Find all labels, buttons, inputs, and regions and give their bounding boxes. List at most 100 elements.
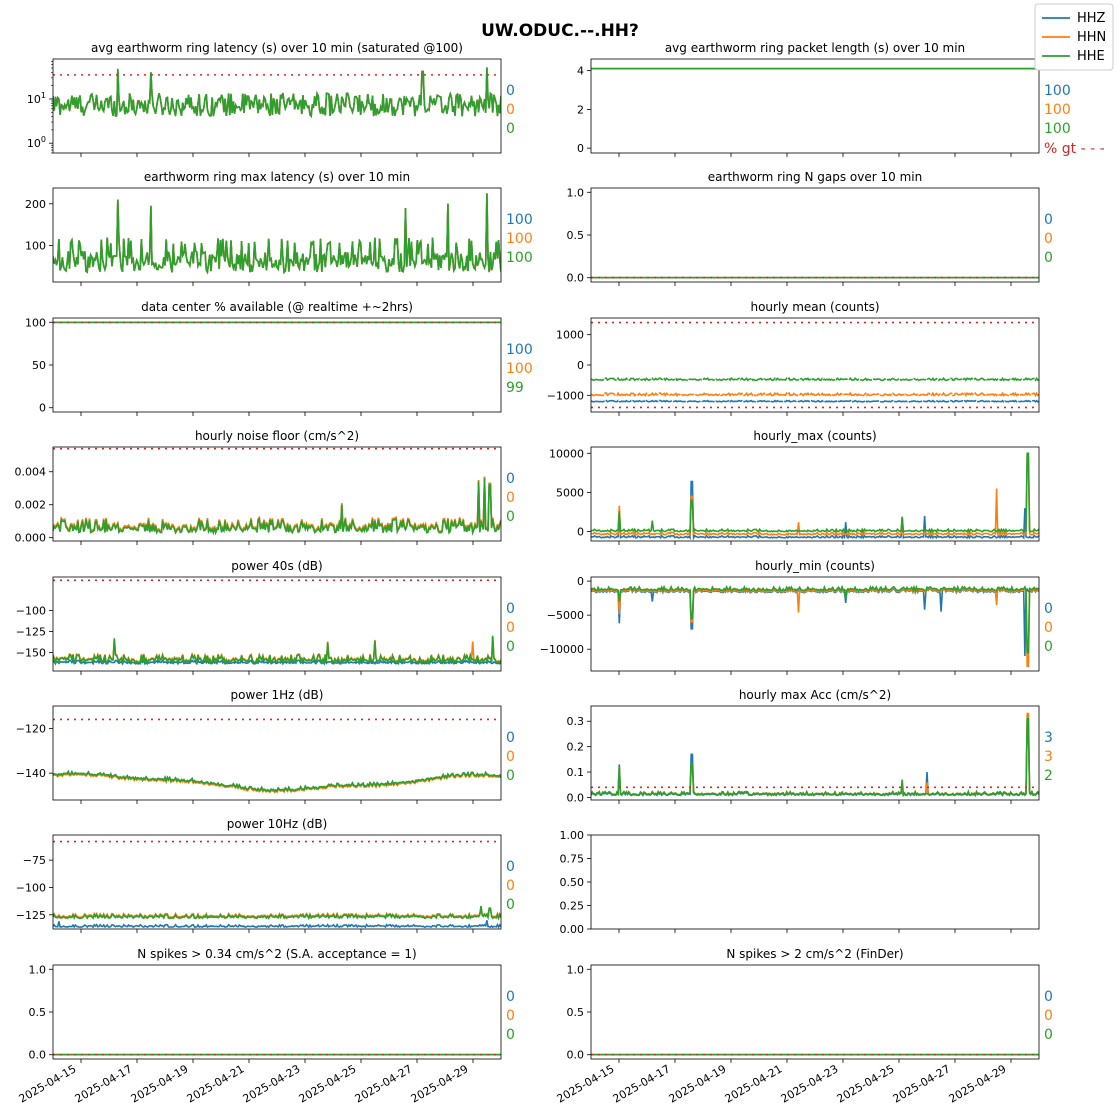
y-tick-label: −10000 <box>540 643 584 656</box>
pct-label-hhz: 0 <box>1044 601 1053 617</box>
panel-title: hourly_max (counts) <box>753 429 876 443</box>
figure-title: UW.ODUC.--.HH? <box>481 21 639 41</box>
y-tick-label: 1.00 <box>560 829 585 842</box>
panel-title: data center % available (@ realtime +~2h… <box>141 300 413 314</box>
series-group <box>591 584 1039 667</box>
pct-label-hhn: 0 <box>506 749 515 765</box>
panel-14: 0.00 0.25 0.50 0.75 1.00 <box>560 829 1040 936</box>
panel-title: N spikes > 0.34 cm/s^2 (S.A. acceptance … <box>137 947 416 961</box>
panel-title: hourly mean (counts) <box>750 300 879 314</box>
panel-title: earthworm ring max latency (s) over 10 m… <box>144 170 410 184</box>
pct-label-hhe: 0 <box>1044 639 1053 655</box>
panel-title: power 1Hz (dB) <box>231 688 324 702</box>
y-tick-label: 1.0 <box>567 963 585 976</box>
pct-label-hhz: 0 <box>1044 989 1053 1005</box>
series-line-hhn <box>591 585 1039 667</box>
y-tick-label: 0.002 <box>15 499 47 512</box>
y-tick-label: −140 <box>16 767 46 780</box>
y-tick-label: 100 <box>25 316 46 329</box>
plot-frame <box>52 446 502 542</box>
panel-title: earthworm ring N gaps over 10 min <box>708 170 922 184</box>
legend-box <box>1034 3 1114 71</box>
y-tick-label: 0 <box>577 142 584 155</box>
y-tick-label: 5000 <box>556 486 584 499</box>
legend-label-hhz: HHZ <box>1077 11 1106 26</box>
y-tick-label: −100 <box>16 881 46 894</box>
pct-label-hhe: 100 <box>1044 121 1071 137</box>
series-line-hhe <box>53 67 501 119</box>
panel-5: data center % available (@ realtime +~2h… <box>25 300 533 416</box>
y-tick-label: 0.1 <box>567 766 585 779</box>
series-group <box>591 712 1039 798</box>
y-tick-label: 4 <box>577 65 584 78</box>
y-tick-label: 0.75 <box>560 853 585 866</box>
y-tick-label: 1.0 <box>567 186 585 199</box>
plot-frame <box>52 187 502 283</box>
series-group <box>53 635 501 667</box>
y-tick-label: −125 <box>16 626 46 639</box>
panel-title: avg earthworm ring latency (s) over 10 m… <box>91 41 463 55</box>
y-tick-label: 50 <box>32 359 46 372</box>
series-line-hhe <box>53 635 501 667</box>
y-tick-label: 0.2 <box>567 741 585 754</box>
series-line-hhe <box>591 584 1039 654</box>
pct-label-hhz: 100 <box>506 212 533 228</box>
plot-frame <box>52 705 502 801</box>
pct-label-hhn: 0 <box>506 620 515 636</box>
y-tick-label: 0.50 <box>560 876 585 889</box>
pct-label-hhn: 0 <box>1044 231 1053 247</box>
series-line-hhn <box>591 456 1039 538</box>
panel-11: power 1Hz (dB) −140 −120 0 0 0 <box>16 688 515 804</box>
series-group <box>53 67 501 119</box>
y-tick-label: 10000 <box>549 447 584 460</box>
series-line-hhe <box>53 769 501 793</box>
pct-label-hhe: 2 <box>1044 768 1053 784</box>
series-line-hhe <box>53 193 501 275</box>
panel-8: hourly_max (counts) 0 5000 10000 <box>549 429 1040 545</box>
y-tick-label: 0.0 <box>567 272 585 285</box>
series-line-hhe <box>53 905 501 921</box>
y-tick-label: 0.5 <box>567 1006 585 1019</box>
panel-title: hourly max Acc (cm/s^2) <box>739 688 891 702</box>
panel-10: hourly_min (counts) −10000 −5000 0 0 0 0 <box>540 559 1053 675</box>
pct-label-hhe: 0 <box>506 639 515 655</box>
y-tick-label: 0.5 <box>567 229 585 242</box>
legend-label-hhe: HHE <box>1077 49 1105 64</box>
series-group <box>591 376 1039 403</box>
panel-title: power 10Hz (dB) <box>227 817 328 831</box>
series-line-hhe <box>53 478 501 536</box>
y-tick-label: 1000 <box>556 329 584 342</box>
y-tick-label: 200 <box>25 198 46 211</box>
y-tick-label: 100 <box>27 135 46 150</box>
series-line-hhn <box>591 391 1039 398</box>
pct-label-hhz: 0 <box>506 859 515 875</box>
panel-title: avg earthworm ring packet length (s) ove… <box>665 41 965 55</box>
series-line-hhz <box>591 399 1039 403</box>
pct-label-hhe: 0 <box>506 509 515 525</box>
plot-frame <box>590 705 1040 801</box>
panel-9: power 40s (dB) −150 −125 −100 0 0 0 <box>16 559 515 675</box>
pct-label-hhe: 100 <box>506 250 533 266</box>
pct-label-hhe: 0 <box>506 121 515 137</box>
plot-frame <box>590 446 1040 542</box>
series-line-hhz <box>591 480 1039 541</box>
pct-label-hhn: 100 <box>506 361 533 377</box>
y-tick-label: −5000 <box>547 609 584 622</box>
pct-label-hhz: 0 <box>506 730 515 746</box>
pct-label-hhe: 0 <box>506 768 515 784</box>
panel-title: power 40s (dB) <box>231 559 322 573</box>
y-tick-label: 1.0 <box>29 963 47 976</box>
panel-7: hourly noise floor (cm/s^2) 0.000 0.002 0.0… <box>15 429 515 545</box>
pct-label-hhz: 0 <box>506 601 515 617</box>
pct-label-hhn: 100 <box>1044 102 1071 118</box>
series-line-hhe <box>591 717 1039 798</box>
y-tick-label: −75 <box>23 854 46 867</box>
y-tick-label: 0 <box>577 575 584 588</box>
panel-4: earthworm ring N gaps over 10 min 0.0 0.5 1… <box>567 170 1053 286</box>
pct-label-hhn: 0 <box>1044 1008 1053 1024</box>
panel-2: avg earthworm ring packet length (s) ove… <box>577 41 1105 157</box>
panel-13: power 10Hz (dB) −125 −100 −75 0 0 0 <box>16 817 515 933</box>
series-line-hhe <box>591 376 1039 382</box>
